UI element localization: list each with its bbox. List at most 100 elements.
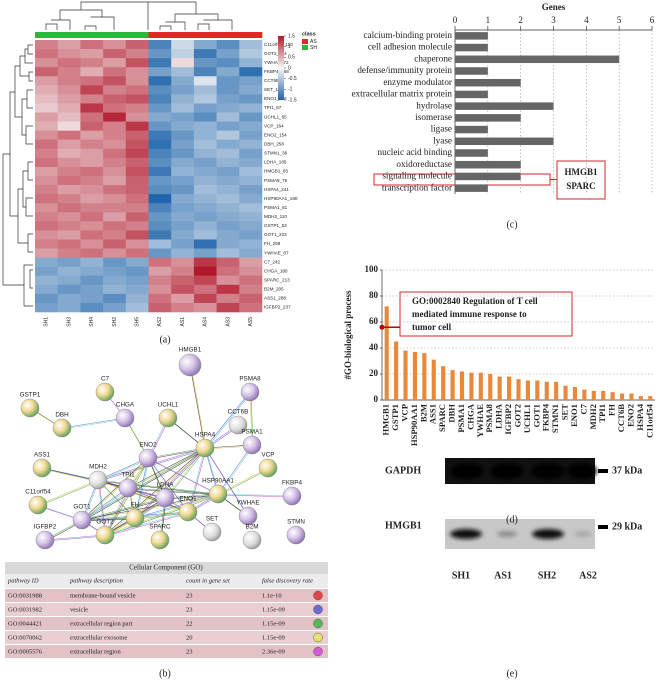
heat-cell — [239, 230, 263, 240]
heat-cell — [171, 185, 195, 195]
heat-cell — [239, 94, 263, 104]
x-tick-label: HMGB1 — [381, 404, 391, 436]
heat-cell — [171, 212, 195, 222]
annotation-text: SPARC — [566, 181, 595, 191]
heat-cell — [125, 58, 149, 68]
heat-cell — [193, 85, 217, 95]
heat-cell — [103, 40, 127, 50]
table-row — [5, 589, 328, 602]
heat-cell — [80, 148, 104, 159]
network-node — [28, 495, 48, 515]
network-edge — [42, 468, 130, 490]
table-cell: membrane-bound vesicle — [70, 592, 136, 599]
bar — [422, 353, 427, 400]
x-tick-label: 0 — [453, 15, 458, 25]
heat-cell — [148, 139, 172, 150]
heat-cell — [239, 275, 263, 286]
heat-cell — [103, 284, 127, 295]
heat-cell — [125, 239, 149, 249]
class-bar — [171, 32, 195, 38]
bar — [384, 306, 389, 400]
heat-cell — [239, 293, 263, 304]
heat-cell — [57, 67, 81, 77]
heat-cell — [171, 49, 195, 59]
heat-cell — [148, 40, 172, 50]
heat-cell — [193, 221, 217, 231]
heat-cell — [216, 248, 240, 258]
heat-cell — [35, 194, 58, 204]
heat-cell — [171, 239, 195, 249]
heat-cell — [171, 139, 195, 150]
heat-cell — [193, 148, 217, 159]
heat-cell — [57, 40, 81, 50]
heat-cell — [193, 112, 217, 122]
node-label: LDHA — [157, 482, 175, 489]
table-color-dot — [313, 632, 323, 643]
heat-cell — [57, 94, 81, 104]
heat-cell — [57, 302, 81, 313]
band-label: HMGB1 — [385, 520, 422, 531]
heat-cell — [103, 248, 127, 258]
heat-cell — [148, 239, 172, 249]
heat-cell — [171, 221, 195, 231]
heat-cell — [125, 302, 149, 313]
heat-cell — [193, 293, 217, 304]
heat-cell — [171, 203, 195, 213]
heat-cell — [103, 275, 127, 286]
heat-cell — [193, 40, 217, 50]
network-node — [115, 408, 135, 428]
heat-cell — [216, 130, 240, 141]
heat-cell — [193, 248, 217, 258]
heat-cell — [216, 85, 240, 95]
size-label: 37 kDa — [612, 465, 642, 476]
heat-cell — [103, 293, 127, 304]
column-label: SH4 — [89, 317, 95, 327]
node-label: FH — [131, 502, 140, 509]
bar — [563, 385, 568, 400]
table-cell: 23 — [186, 592, 193, 599]
heat-cell — [125, 284, 149, 295]
size-label: 29 kDa — [612, 521, 642, 532]
heat-cell — [80, 103, 104, 113]
heat-cell — [57, 266, 81, 277]
heat-cell — [148, 94, 172, 104]
heat-cell — [125, 293, 149, 304]
colorbar-tick-label: -1.5 — [288, 97, 297, 103]
heat-cell — [35, 203, 58, 213]
heat-cell — [239, 166, 263, 177]
heat-cell — [125, 212, 149, 222]
heat-cell — [148, 49, 172, 59]
heat-cell — [193, 58, 217, 68]
bar — [516, 379, 521, 400]
heat-cell — [148, 67, 172, 77]
heat-cell — [171, 76, 195, 86]
panel-label: (e) — [506, 668, 517, 679]
heat-cell — [171, 112, 195, 122]
node-label: DBH — [55, 412, 69, 419]
heat-cell — [125, 185, 149, 195]
table-title-bg — [5, 562, 328, 574]
heat-cell — [57, 212, 81, 222]
heat-cell — [103, 194, 127, 204]
bar — [455, 78, 521, 87]
y-tick-label: 60 — [369, 316, 379, 326]
y-tick-label: enzyme modulator — [383, 77, 452, 87]
y-tick-label: 0 — [374, 394, 379, 404]
network-edge — [128, 448, 207, 490]
heat-cell — [80, 67, 104, 77]
heat-cell — [216, 239, 240, 249]
network-edge — [82, 448, 207, 522]
table-color-dot — [313, 590, 323, 601]
heat-cell — [239, 302, 263, 313]
heat-cell — [239, 157, 263, 168]
network-edge — [217, 493, 293, 497]
row-label: PSMA1_81 — [264, 205, 288, 210]
heat-cell — [57, 284, 81, 295]
network-edge — [217, 444, 253, 495]
heat-cell — [103, 157, 127, 168]
class-bar — [125, 32, 149, 38]
heat-cell — [57, 157, 81, 168]
heat-cell — [103, 112, 127, 122]
network-edge — [188, 448, 207, 514]
